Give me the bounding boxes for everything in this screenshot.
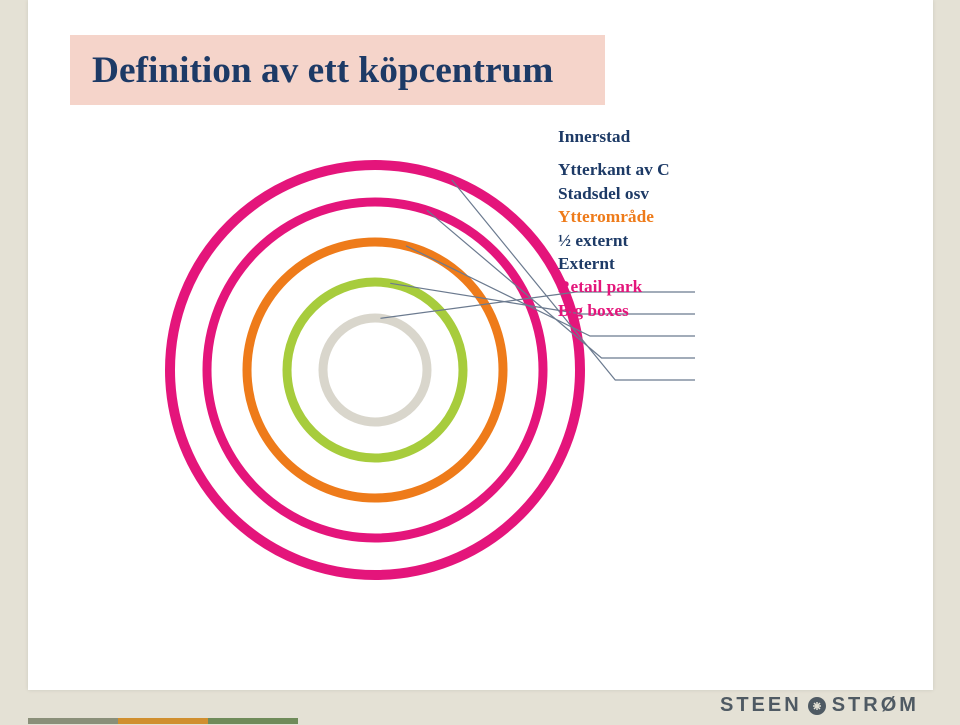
brand-logo: STEEN STRØM <box>720 694 919 717</box>
ring-label-1: Ytterkant av C <box>558 158 670 181</box>
ring-label-0: Innerstad <box>558 125 670 148</box>
ring-labels: Innerstad Ytterkant av CStadsdel osvYtter… <box>558 125 670 322</box>
ring-label-7: Big boxes <box>558 299 670 322</box>
footer-stripe-2 <box>208 718 298 724</box>
ring-3 <box>207 202 543 538</box>
page-title: Definition av ett köpcentrum <box>92 49 553 92</box>
title-bar: Definition av ett köpcentrum <box>70 35 605 105</box>
ring-0 <box>323 318 427 422</box>
ring-label-6: Retail park <box>558 275 670 298</box>
ring-label-5: Externt <box>558 252 670 275</box>
footer-stripes <box>28 718 298 724</box>
concentric-diagram <box>155 150 595 590</box>
brand-text-left: STEEN <box>720 694 802 717</box>
ring-4 <box>170 165 580 575</box>
ring-label-2: Stadsdel osv <box>558 182 670 205</box>
ring-label-3: Ytterområde <box>558 205 670 228</box>
footer-stripe-0 <box>28 718 118 724</box>
ring-1 <box>287 282 463 458</box>
brand-text-right: STRØM <box>832 694 919 717</box>
slide-card: Definition av ett köpcentrum Innerstad Yt… <box>28 0 933 690</box>
ring-label-4: ½ externt <box>558 229 670 252</box>
diagram-svg <box>155 150 775 590</box>
footer-stripe-1 <box>118 718 208 724</box>
brand-mark-icon <box>808 697 826 715</box>
brand-mark-svg <box>811 700 823 712</box>
